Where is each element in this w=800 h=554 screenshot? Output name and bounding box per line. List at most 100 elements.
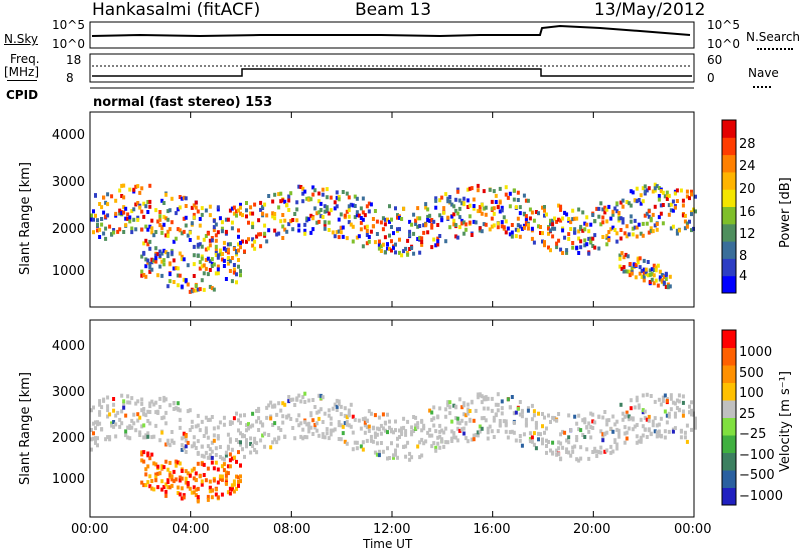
- heatmap-cell: [128, 219, 132, 224]
- heatmap-cell: [446, 196, 450, 201]
- heatmap-cell: [488, 187, 492, 192]
- heatmap-cell: [530, 417, 534, 422]
- heatmap-cell: [496, 221, 500, 226]
- heatmap-cell: [347, 195, 351, 200]
- heatmap-cell: [569, 428, 573, 433]
- heatmap-cell: [359, 426, 363, 431]
- heatmap-cell: [591, 412, 595, 417]
- heatmap-cell: [637, 198, 641, 202]
- heatmap-cell: [619, 402, 623, 407]
- heatmap-cell: [597, 450, 601, 454]
- heatmap-cell: [333, 234, 337, 239]
- heatmap-cell: [204, 478, 208, 483]
- heatmap-cell: [390, 248, 393, 253]
- heatmap-cell: [494, 412, 498, 417]
- heatmap-cell: [549, 228, 552, 233]
- heatmap-cell: [164, 459, 168, 464]
- heatmap-cell: [377, 239, 381, 244]
- heatmap-cell: [623, 440, 627, 445]
- heatmap-cell: [337, 399, 341, 404]
- heatmap-cell: [158, 223, 162, 228]
- heatmap-cell: [136, 399, 140, 404]
- heatmap-cell: [456, 416, 460, 421]
- power-cb-tick-20: 20: [739, 182, 756, 197]
- heatmap-cell: [333, 402, 337, 407]
- heatmap-cell: [112, 424, 116, 429]
- heatmap-cell: [210, 495, 214, 500]
- heatmap-cell: [589, 435, 593, 440]
- heatmap-cell: [142, 459, 146, 464]
- heatmap-cell: [601, 432, 605, 437]
- heatmap-cell: [671, 199, 675, 204]
- heatmap-cell: [335, 230, 339, 235]
- heatmap-cell: [202, 263, 206, 268]
- heatmap-cell: [644, 270, 648, 275]
- heatmap-cell: [345, 422, 349, 427]
- freq-tick-bottom: 8: [66, 71, 74, 85]
- heatmap-cell: [681, 400, 685, 405]
- heatmap-cell: [537, 211, 540, 216]
- heatmap-cell: [591, 244, 595, 248]
- heatmap-cell: [162, 262, 166, 267]
- heatmap-cell: [279, 408, 283, 413]
- heatmap-cell: [406, 419, 410, 424]
- heatmap-cell: [482, 395, 486, 400]
- heatmap-cell: [281, 236, 285, 240]
- heatmap-cell: [353, 417, 357, 422]
- heatmap-cell: [140, 450, 144, 455]
- heatmap-cell: [253, 436, 257, 441]
- heatmap-cell: [204, 430, 208, 435]
- heatmap-cell: [180, 443, 184, 448]
- heatmap-cell: [224, 450, 228, 455]
- heatmap-cell: [194, 424, 198, 429]
- heatmap-cell: [665, 413, 669, 418]
- heatmap-cell: [124, 429, 128, 434]
- heatmap-cell: [446, 440, 450, 445]
- heatmap-cell: [468, 418, 472, 423]
- heatmap-cell: [228, 439, 232, 444]
- heatmap-cell: [180, 254, 184, 259]
- heatmap-cell: [557, 412, 561, 416]
- heatmap-cell: [430, 222, 434, 227]
- heatmap-cell: [214, 460, 218, 465]
- heatmap-cell: [291, 426, 295, 430]
- heatmap-cell: [150, 399, 154, 404]
- heatmap-cell: [520, 414, 524, 419]
- heatmap-cell: [102, 397, 106, 402]
- heatmap-cell: [150, 218, 154, 223]
- heatmap-cell: [498, 186, 502, 191]
- heatmap-cell: [188, 238, 192, 242]
- heatmap-cell: [146, 464, 150, 469]
- heatmap-cell: [386, 446, 389, 451]
- heatmap-cell: [500, 399, 504, 404]
- heatmap-cell: [349, 202, 353, 207]
- heatmap-cell: [329, 416, 333, 421]
- heatmap-cell: [555, 241, 559, 246]
- heatmap-cell: [239, 479, 242, 484]
- heatmap-cell: [605, 430, 609, 435]
- heatmap-cell: [311, 185, 315, 190]
- heatmap-cell: [255, 450, 259, 455]
- heatmap-cell: [232, 267, 236, 272]
- heatmap-cell: [583, 227, 587, 232]
- heatmap-cell: [353, 194, 357, 199]
- heatmap-cell: [450, 429, 454, 434]
- heatmap-cell: [547, 440, 550, 444]
- heatmap-cell: [462, 412, 466, 417]
- heatmap-cell: [142, 251, 146, 256]
- heatmap-cell: [345, 415, 349, 420]
- heatmap-cell: [194, 487, 198, 492]
- heatmap-cell: [478, 209, 482, 213]
- heatmap-cell: [174, 236, 178, 241]
- heatmap-cell: [168, 208, 172, 213]
- heatmap-cell: [526, 198, 530, 203]
- power-cb-tick-16: 16: [739, 205, 756, 220]
- heatmap-cell: [468, 203, 472, 208]
- heatmap-cell: [192, 476, 196, 481]
- heatmap-cell: [116, 410, 120, 415]
- heatmap-cell: [498, 209, 502, 214]
- heatmap-cell: [94, 193, 97, 198]
- heatmap-cell: [218, 216, 222, 221]
- heatmap-cell: [128, 215, 132, 220]
- heatmap-cell: [216, 480, 220, 485]
